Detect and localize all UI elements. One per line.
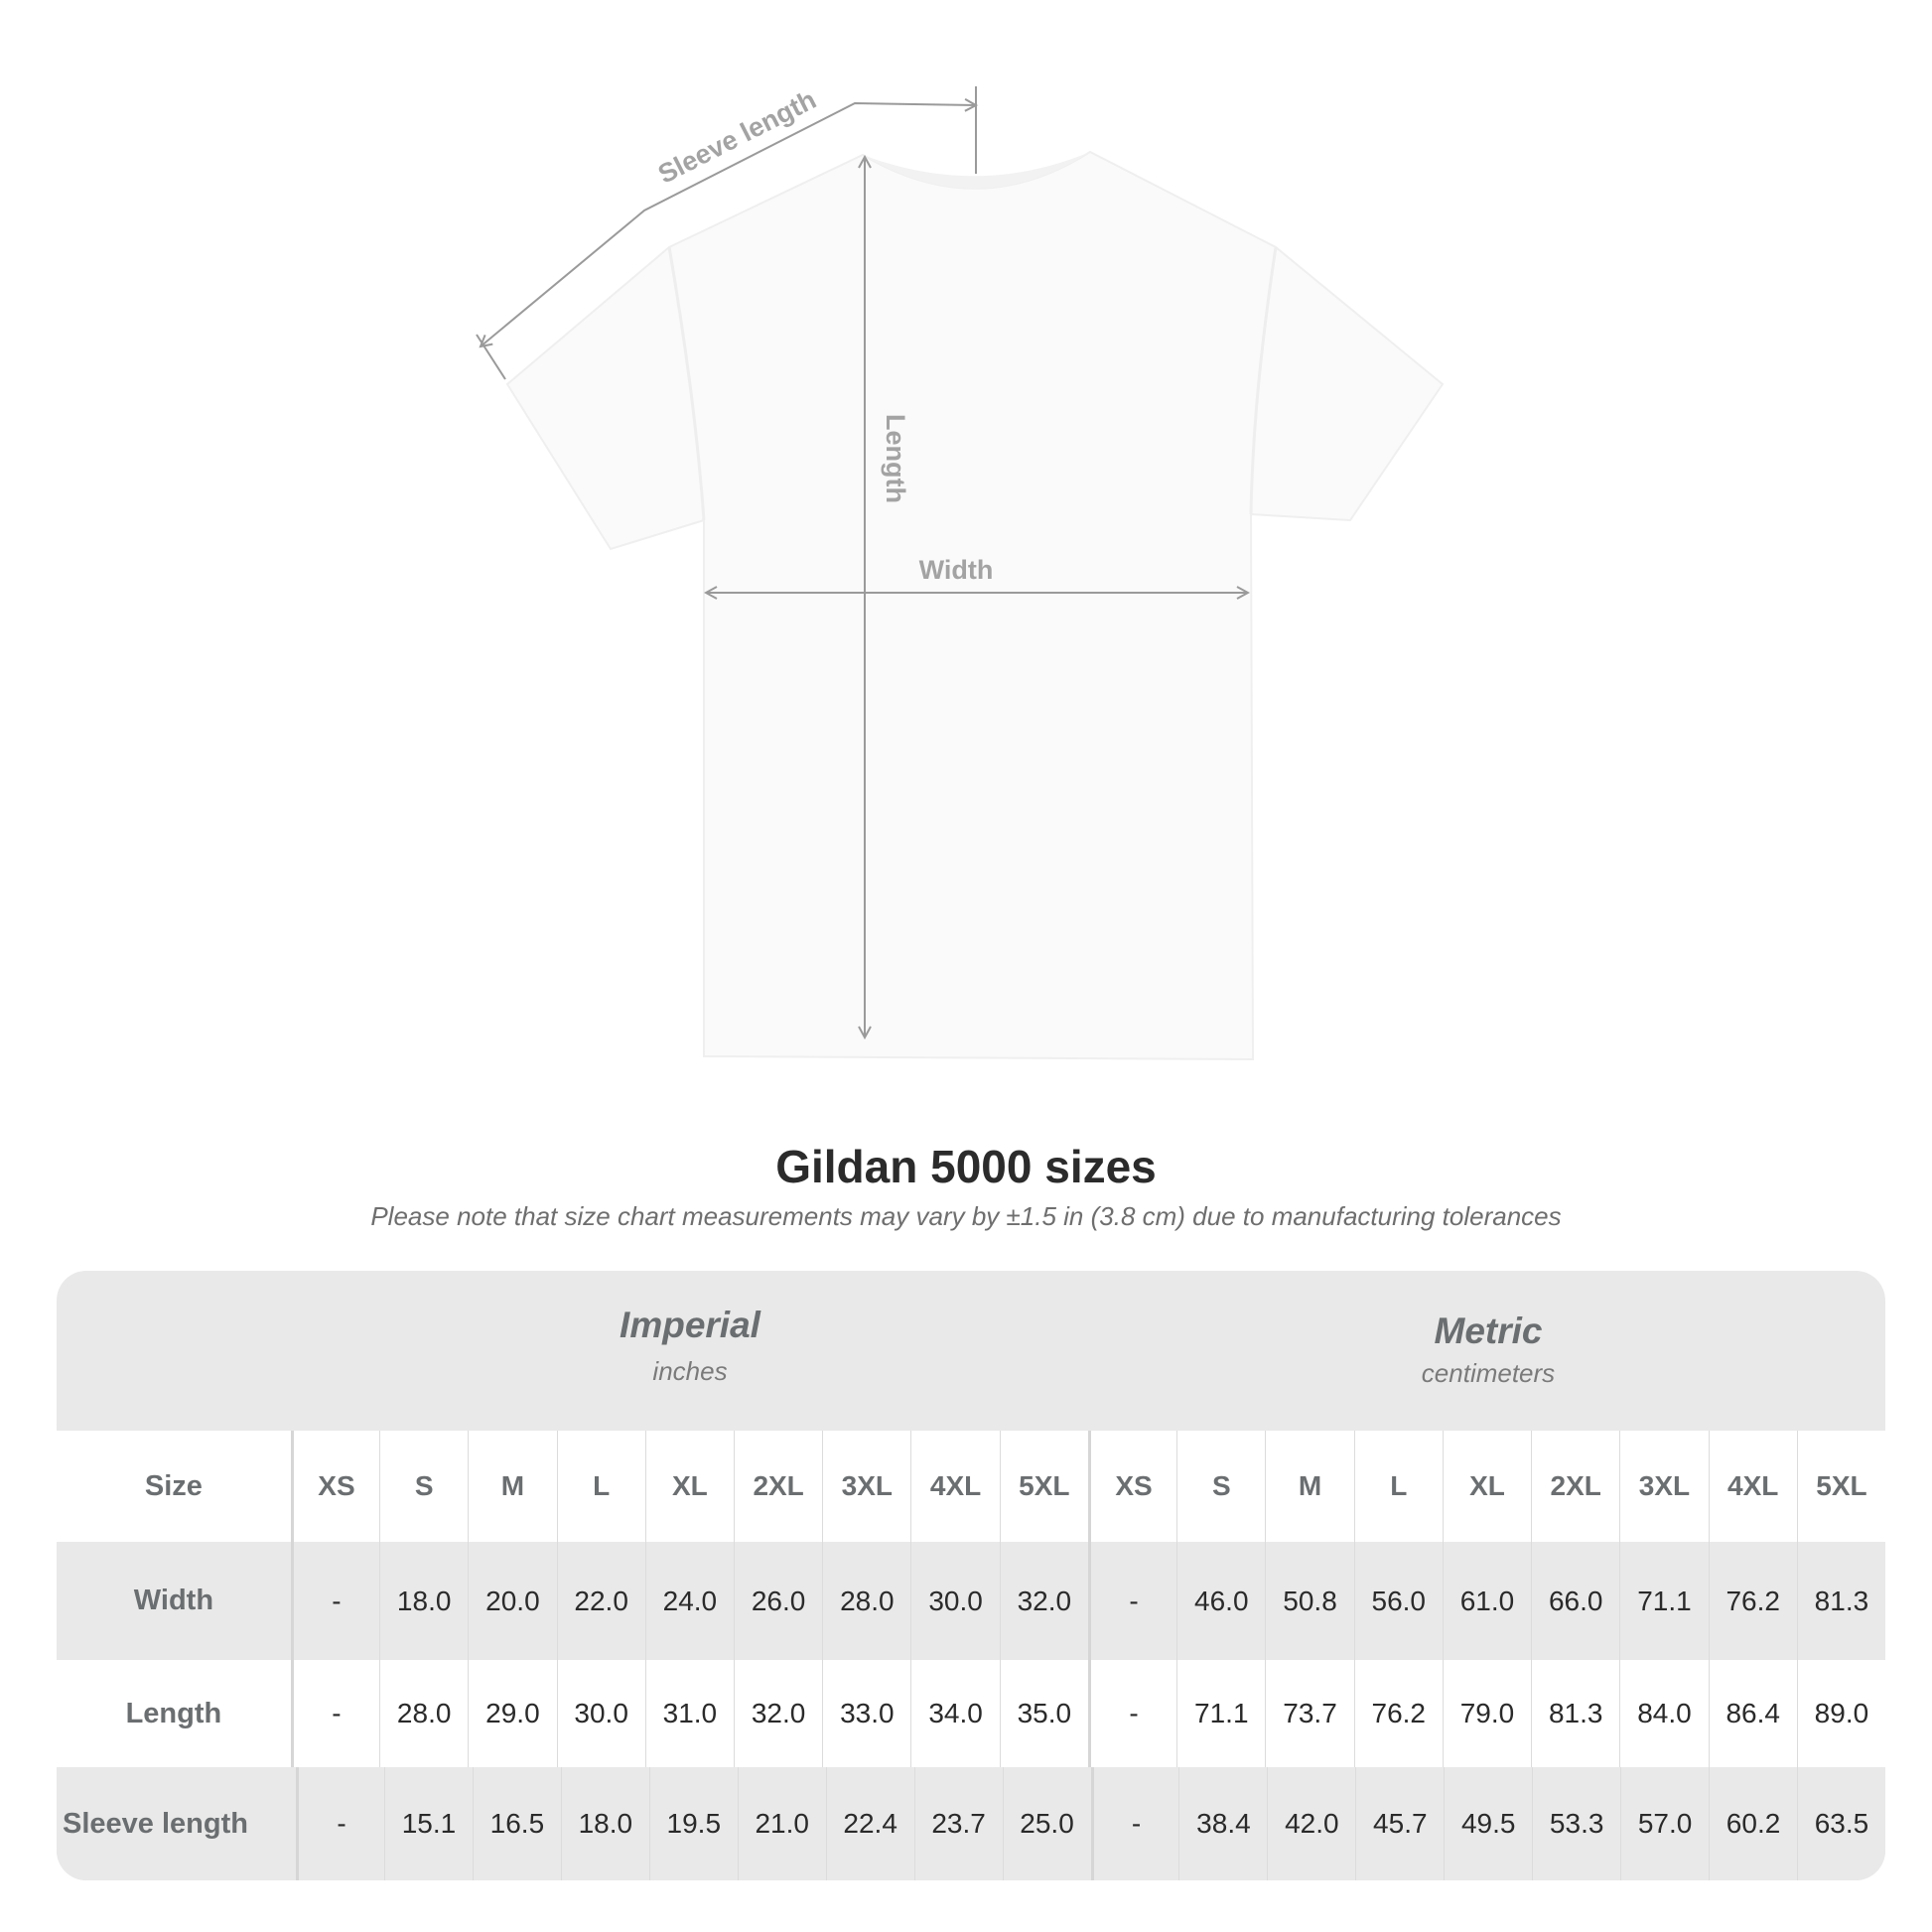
value-cell: 18.0 [560,1767,649,1880]
value-cell: 81.3 [1531,1660,1619,1767]
value-cell: - [296,1767,384,1880]
table-row: Sleeve length -15.1 16.5 18.0 19.5 21.0 22.4 23… [57,1767,1885,1880]
value-cell: 79.0 [1442,1660,1531,1767]
value-cell: 49.5 [1444,1767,1532,1880]
value-cell: 71.1 [1176,1660,1265,1767]
value-cell: - [1087,1660,1176,1767]
value-cell: 25.0 [1002,1767,1091,1880]
value-cell: 19.5 [648,1767,738,1880]
size-header-cell: 3XL [822,1431,910,1542]
value-cell: - [1087,1542,1176,1660]
row-label: Length [125,1697,222,1729]
size-header-cell: 5XL [999,1431,1088,1542]
value-cell: 76.2 [1708,1542,1797,1660]
tolerance-note: Please note that size chart measurements… [370,1201,1562,1231]
tshirt-measurement-diagram: Sleeve length Length Width [476,84,1445,1061]
size-header-cell: 2XL [1531,1431,1619,1542]
value-cell: 84.0 [1619,1660,1708,1767]
value-cell: 28.0 [822,1542,910,1660]
value-cell: 76.2 [1353,1660,1443,1767]
imperial-title: Imperial [620,1305,760,1345]
value-cell: 32.0 [999,1542,1088,1660]
value-cell: 35.0 [999,1660,1088,1767]
row-label: Width [133,1585,214,1616]
value-cell: - [1090,1767,1179,1880]
value-cell: 22.4 [825,1767,914,1880]
size-chart-table: Imperial inches Metric centimeters Size X… [57,1271,1885,1880]
value-cell: 24.0 [644,1542,734,1660]
value-cell: - [290,1542,379,1660]
size-header-cell: M [1265,1431,1353,1542]
value-cell: 89.0 [1796,1660,1885,1767]
size-header-cell: 4XL [1708,1431,1797,1542]
value-cell: 32.0 [734,1660,822,1767]
value-cell: 86.4 [1708,1660,1797,1767]
value-cell: 22.0 [556,1542,645,1660]
value-cell: 21.0 [737,1767,826,1880]
value-cell: 31.0 [644,1660,734,1767]
size-header-cell: XL [1442,1431,1531,1542]
tshirt-image [505,150,1445,1061]
value-cell: 50.8 [1265,1542,1353,1660]
metric-title: Metric [1434,1311,1543,1351]
value-cell: 61.0 [1442,1542,1531,1660]
table-row: Length -28.0 29.0 30.0 31.0 32.0 33.0 34.0 35.0-… [57,1660,1885,1767]
size-header-cell: M [468,1431,556,1542]
value-cell: 73.7 [1265,1660,1353,1767]
size-header-cell: L [1353,1431,1443,1542]
size-header-cell: XS [1087,1431,1176,1542]
value-cell: 26.0 [734,1542,822,1660]
value-cell: 34.0 [910,1660,999,1767]
value-cell: 38.4 [1178,1767,1267,1880]
row-label: Sleeve length [63,1807,248,1840]
value-cell: 56.0 [1353,1542,1443,1660]
imperial-header: Imperial inches [291,1271,1089,1431]
value-cell: 46.0 [1176,1542,1265,1660]
size-header-cell: L [556,1431,645,1542]
size-header-row: Size XS S M L XL 2XL 3XL 4XL 5XL XS S M L XL 2XL 3XL 4XL 5… [57,1431,1885,1542]
size-header-cell: 2XL [734,1431,822,1542]
value-cell: 28.0 [379,1660,468,1767]
size-header-cell: 5XL [1796,1431,1885,1542]
value-cell: 33.0 [822,1660,910,1767]
value-cell: 81.3 [1796,1542,1885,1660]
value-cell: 63.5 [1797,1767,1885,1880]
size-header-cell: S [379,1431,468,1542]
metric-unit: centimeters [1421,1358,1556,1388]
metric-header: Metric centimeters [1089,1271,1885,1431]
value-cell: 29.0 [468,1660,556,1767]
value-cell: 66.0 [1531,1542,1619,1660]
value-cell: - [290,1660,379,1767]
table-row: Width -18.0 20.0 22.0 24.0 26.0 28.0 30.0 32.0-4… [57,1542,1885,1660]
size-header-cell: XS [290,1431,379,1542]
size-header-cell: 4XL [910,1431,999,1542]
value-cell: 16.5 [472,1767,561,1880]
width-label: Width [919,555,994,585]
value-cell: 71.1 [1619,1542,1708,1660]
length-label: Length [881,414,910,503]
value-cell: 15.1 [384,1767,473,1880]
value-cell: 53.3 [1532,1767,1620,1880]
value-cell: 45.7 [1355,1767,1444,1880]
value-cell: 18.0 [379,1542,468,1660]
sleeve-length-label: Sleeve length [653,84,821,190]
value-cell: 57.0 [1620,1767,1709,1880]
row-label: Size [144,1469,203,1502]
page-title: Gildan 5000 sizes [775,1141,1157,1192]
value-cell: 20.0 [468,1542,556,1660]
value-cell: 30.0 [910,1542,999,1660]
value-cell: 30.0 [556,1660,645,1767]
sleeve-length-measure-line [481,103,976,346]
size-header-cell: XL [644,1431,734,1542]
value-cell: 42.0 [1267,1767,1355,1880]
imperial-unit: inches [652,1356,728,1386]
size-header-cell: S [1176,1431,1265,1542]
size-header-cell: 3XL [1619,1431,1708,1542]
value-cell: 60.2 [1709,1767,1797,1880]
value-cell: 23.7 [913,1767,1003,1880]
